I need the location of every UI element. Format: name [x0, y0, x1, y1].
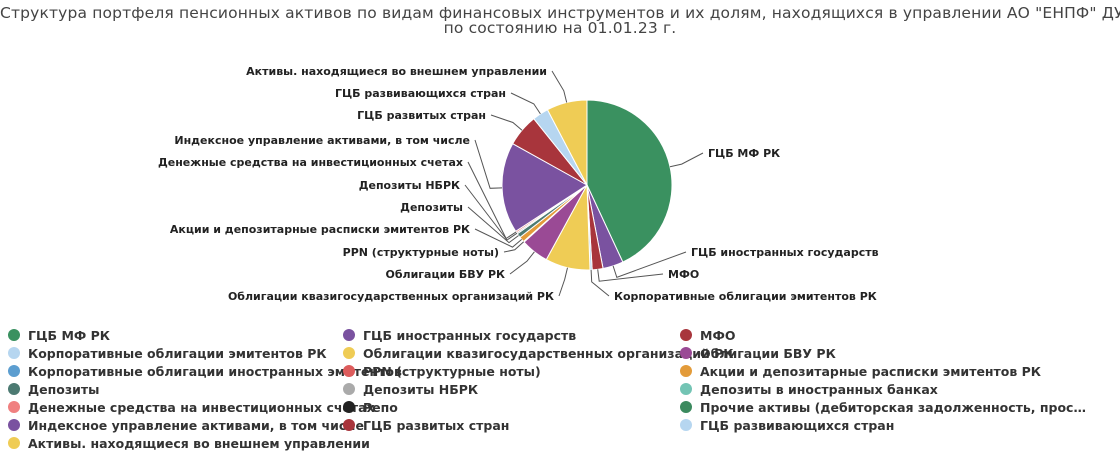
pie-leader-line — [509, 251, 535, 275]
legend-marker-icon — [680, 419, 692, 431]
pie-slices — [501, 99, 673, 271]
legend-item-label: Депозиты НБРК — [363, 381, 479, 397]
pie-leader-line — [474, 139, 503, 189]
legend-item-label: ГЦБ развивающихся стран — [700, 417, 895, 433]
legend-item[interactable]: Прочие активы (дебиторская задолженность… — [680, 399, 1086, 415]
pie-leader-line — [510, 92, 541, 115]
legend-item[interactable]: ГЦБ развивающихся стран — [680, 417, 894, 433]
legend-item[interactable]: PPN (структурные ноты) — [343, 363, 541, 379]
legend-marker-icon — [343, 365, 355, 377]
legend-item[interactable]: Депозиты — [8, 381, 99, 397]
legend-item[interactable]: Облигации квазигосударственных организац… — [343, 345, 734, 361]
pie-leader-line — [474, 228, 523, 248]
legend-marker-icon — [8, 329, 20, 341]
legend-item[interactable]: Акции и депозитарные расписки эмитентов … — [680, 363, 1041, 379]
legend-item[interactable]: Депозиты в иностранных банках — [680, 381, 938, 397]
legend-item-label: ГЦБ иностранных государств — [363, 327, 577, 343]
legend-item-label: ГЦБ развитых стран — [363, 417, 510, 433]
pie-data-label: Активы. находящиеся во внешнем управлени… — [246, 65, 547, 78]
legend-item-label: Депозиты — [28, 381, 100, 397]
pie-leader-lines — [464, 70, 704, 297]
pie-leader-line — [590, 269, 610, 297]
legend-item-label: Корпоративные облигации иностранных эмит… — [28, 363, 402, 379]
pie-leader-line — [467, 161, 517, 240]
legend-item-label: Прочие активы (дебиторская задолженность… — [700, 399, 1086, 415]
legend-item[interactable]: Корпоративные облигации иностранных эмит… — [8, 363, 402, 379]
legend-item-label: Денежные средства на инвестиционных счет… — [28, 399, 375, 415]
pie-data-label: Акции и депозитарные расписки эмитентов … — [170, 223, 470, 236]
legend-item-label: Корпоративные облигации эмитентов РК — [28, 345, 327, 361]
pie-slice[interactable] — [586, 99, 673, 263]
legend-item-label: Активы. находящиеся во внешнем управлени… — [28, 435, 370, 451]
pie-leader-line — [669, 152, 704, 168]
pie-data-label: ГЦБ развитых стран — [357, 109, 486, 122]
legend-marker-icon — [343, 347, 355, 359]
legend-item-label: Индексное управление активами, в том чис… — [28, 417, 364, 433]
legend-marker-icon — [8, 347, 20, 359]
legend-item-label: МФО — [700, 327, 736, 343]
pie-leader-line — [467, 206, 519, 244]
legend-item[interactable]: Депозиты НБРК — [343, 381, 478, 397]
pie-data-label: Денежные средства на инвестиционных счет… — [158, 156, 463, 169]
legend-marker-icon — [343, 419, 355, 431]
pie-data-label: ГЦБ МФ РК — [708, 147, 780, 160]
legend-marker-icon — [8, 437, 20, 449]
legend-item[interactable]: Облигации БВУ РК — [680, 345, 836, 361]
pie-data-label: Депозиты НБРК — [359, 179, 460, 192]
pie-data-label: ГЦБ развивающихся стран — [335, 87, 506, 100]
legend-item-label: Депозиты в иностранных банках — [700, 381, 938, 397]
pie-leader-line — [503, 241, 525, 253]
pie-leader-line — [558, 267, 568, 297]
legend-marker-icon — [8, 401, 20, 413]
legend-item-label: Облигации БВУ РК — [700, 345, 836, 361]
legend-marker-icon — [680, 365, 692, 377]
legend-marker-icon — [343, 383, 355, 395]
legend-marker-icon — [680, 401, 692, 413]
legend-marker-icon — [8, 365, 20, 377]
legend-marker-icon — [680, 329, 692, 341]
pie-data-labels: ГЦБ МФ РК ГЦБ иностранных государств МФО Ко… — [158, 65, 879, 303]
legend-item[interactable]: Активы. находящиеся во внешнем управлени… — [8, 435, 370, 451]
pie-leader-line — [612, 251, 687, 278]
legend-item-label: Акции и депозитарные расписки эмитентов … — [700, 363, 1042, 379]
pie-slice[interactable] — [501, 143, 588, 232]
pie-leader-line — [551, 70, 568, 103]
chart-title-line-1: Структура портфеля пенсионных активов по… — [0, 4, 1120, 22]
pie-data-label: Корпоративные облигации эмитентов РК — [614, 290, 877, 303]
legend-marker-icon — [343, 329, 355, 341]
legend-marker-icon — [680, 347, 692, 359]
legend-item[interactable]: Индексное управление активами, в том чис… — [8, 417, 364, 433]
pie-leader-line — [464, 184, 518, 241]
legend-item-label: Репо — [363, 399, 398, 415]
pie-leader-line — [490, 114, 523, 131]
chart-title-line-2: по состоянию на 01.01.23 г. — [443, 19, 677, 37]
legend-item[interactable]: Репо — [343, 399, 398, 415]
legend-item[interactable]: ГЦБ МФ РК — [8, 327, 110, 343]
pie-data-label: Облигации БВУ РК — [386, 268, 506, 281]
legend-marker-icon — [8, 383, 20, 395]
legend-item[interactable]: ГЦБ развитых стран — [343, 417, 509, 433]
chart-title: Структура портфеля пенсионных активов по… — [0, 4, 1120, 37]
pie-leader-line — [597, 269, 664, 282]
legend-item-label: Облигации квазигосударственных организац… — [363, 345, 734, 361]
legend-item-label: PPN (структурные ноты) — [363, 363, 541, 379]
pie-data-label: PPN (структурные ноты) — [343, 246, 499, 259]
pie-data-label: МФО — [668, 268, 699, 281]
legend-marker-icon — [8, 419, 20, 431]
pie-data-label: Депозиты — [400, 201, 463, 214]
pie-data-label: Индексное управление активами, в том чис… — [174, 134, 470, 147]
legend-item[interactable]: ГЦБ иностранных государств — [343, 327, 576, 343]
legend-marker-icon — [680, 383, 692, 395]
legend-item[interactable]: Корпоративные облигации эмитентов РК — [8, 345, 327, 361]
pie-data-label: ГЦБ иностранных государств — [691, 246, 879, 259]
legend-item-label: ГЦБ МФ РК — [28, 327, 111, 343]
legend-marker-icon — [343, 401, 355, 413]
legend-item[interactable]: Денежные средства на инвестиционных счет… — [8, 399, 375, 415]
pie-data-label: Облигации квазигосударственных организац… — [228, 290, 554, 303]
legend-item[interactable]: МФО — [680, 327, 735, 343]
